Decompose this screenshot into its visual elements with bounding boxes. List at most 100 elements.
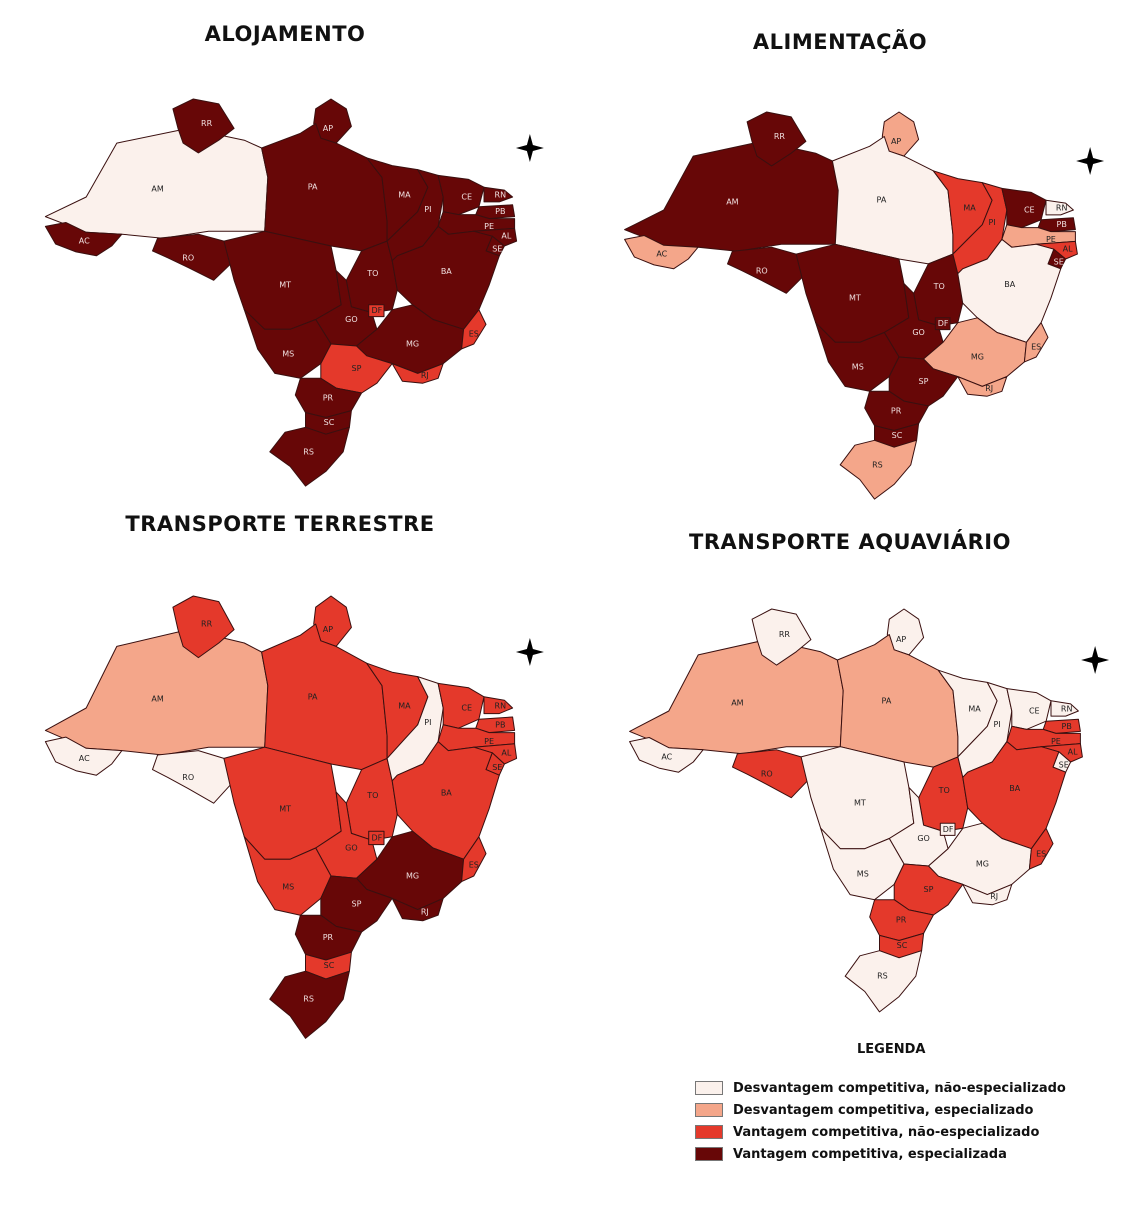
state-es bbox=[461, 309, 487, 350]
state-ac bbox=[629, 737, 704, 773]
state-pa bbox=[836, 634, 959, 768]
state-label-ap: AP bbox=[891, 137, 901, 146]
state-label-pr: PR bbox=[891, 406, 902, 415]
state-label-ba: BA bbox=[441, 267, 452, 276]
legend-label: Vantagem competitiva, especializada bbox=[733, 1146, 1007, 1162]
state-am bbox=[624, 140, 839, 252]
state-label-sp: SP bbox=[919, 377, 929, 386]
state-label-ba: BA bbox=[1009, 784, 1020, 793]
state-label-rn: RN bbox=[495, 191, 507, 200]
map-title: TRANSPORTE TERRESTRE bbox=[125, 512, 435, 536]
state-label-al: AL bbox=[501, 232, 511, 241]
state-label-df: DF bbox=[372, 306, 383, 315]
legend: LEGENDA Desvantagem competitiva, não-esp… bbox=[695, 1042, 1115, 1165]
state-label-es: ES bbox=[1036, 849, 1046, 858]
state-label-ce: CE bbox=[1024, 206, 1035, 215]
state-label-df: DF bbox=[372, 833, 383, 842]
legend-swatch bbox=[695, 1125, 723, 1139]
state-label-ac: AC bbox=[79, 754, 90, 763]
state-label-pe: PE bbox=[484, 737, 494, 746]
state-pb bbox=[1042, 718, 1081, 734]
legend-label: Desvantagem competitiva, não-especializa… bbox=[733, 1080, 1066, 1096]
state-rj bbox=[391, 897, 444, 922]
state-label-rs: RS bbox=[303, 447, 314, 456]
state-label-es: ES bbox=[1031, 343, 1041, 352]
state-label-pb: PB bbox=[1057, 220, 1067, 229]
state-label-go: GO bbox=[345, 844, 358, 853]
north-arrow-icon bbox=[515, 638, 544, 666]
state-label-pr: PR bbox=[323, 933, 334, 942]
state-label-ms: MS bbox=[857, 870, 869, 879]
state-label-ms: MS bbox=[282, 883, 294, 892]
state-label-rr: RR bbox=[779, 630, 791, 639]
state-label-am: AM bbox=[726, 198, 738, 207]
state-label-sc: SC bbox=[892, 431, 903, 440]
state-label-rr: RR bbox=[774, 132, 786, 141]
state-label-sc: SC bbox=[897, 941, 908, 950]
map-panel-transporte-aquaviario: TRANSPORTE AQUAVIÁRIO AM RR AP PA AC RO MT TO MA… bbox=[600, 528, 1120, 1013]
legend-item: Vantagem competitiva, especializada bbox=[695, 1143, 1115, 1165]
state-label-pi: PI bbox=[994, 720, 1001, 729]
legend-label: Desvantagem competitiva, especializado bbox=[733, 1102, 1034, 1118]
map-title: ALOJAMENTO bbox=[204, 22, 366, 46]
state-label-rs: RS bbox=[303, 995, 314, 1004]
state-label-to: TO bbox=[366, 269, 378, 278]
state-label-ma: MA bbox=[398, 191, 411, 200]
state-label-pr: PR bbox=[323, 393, 334, 402]
state-label-ac: AC bbox=[656, 250, 667, 259]
state-label-se: SE bbox=[1059, 761, 1069, 770]
state-label-ms: MS bbox=[282, 349, 294, 358]
state-am bbox=[629, 639, 844, 755]
state-label-ac: AC bbox=[79, 237, 90, 246]
state-label-df: DF bbox=[943, 825, 954, 834]
state-ce bbox=[437, 174, 485, 216]
state-am bbox=[44, 629, 269, 756]
legend-label: Vantagem competitiva, não-especializado bbox=[733, 1124, 1040, 1140]
state-label-rj: RJ bbox=[990, 892, 998, 901]
state-label-am: AM bbox=[151, 185, 163, 194]
state-label-mt: MT bbox=[279, 281, 291, 290]
state-ce bbox=[1006, 688, 1052, 730]
state-label-ro: RO bbox=[182, 253, 194, 262]
state-label-rs: RS bbox=[872, 460, 883, 469]
state-ce bbox=[437, 682, 485, 729]
state-rj bbox=[962, 883, 1013, 906]
state-label-mt: MT bbox=[849, 294, 861, 303]
state-label-pe: PE bbox=[1046, 235, 1056, 244]
state-label-rj: RJ bbox=[421, 371, 429, 380]
state-label-se: SE bbox=[492, 244, 502, 253]
state-label-mg: MG bbox=[406, 872, 419, 881]
state-pa bbox=[261, 123, 388, 252]
state-label-ce: CE bbox=[461, 704, 472, 713]
map-panel-alojamento: ALOJAMENTO AM RR AP PA AC RO MT TO MA PI CE RN PB PE A… bbox=[20, 20, 560, 487]
state-label-al: AL bbox=[1068, 747, 1078, 756]
state-label-pa: PA bbox=[308, 183, 318, 192]
state-label-pr: PR bbox=[896, 916, 907, 925]
state-ac bbox=[44, 222, 123, 257]
legend-swatch bbox=[695, 1081, 723, 1095]
state-pb bbox=[475, 716, 516, 734]
state-label-rn: RN bbox=[495, 701, 507, 710]
state-label-mg: MG bbox=[971, 353, 984, 362]
state-label-se: SE bbox=[1054, 257, 1064, 266]
state-rr bbox=[751, 608, 812, 666]
state-label-es: ES bbox=[469, 330, 479, 339]
state-ce bbox=[1001, 187, 1047, 229]
state-label-ba: BA bbox=[1004, 280, 1015, 289]
state-label-am: AM bbox=[151, 695, 163, 704]
state-label-pb: PB bbox=[495, 207, 505, 216]
north-arrow-icon bbox=[1076, 147, 1105, 175]
state-rs bbox=[269, 426, 350, 487]
state-label-pb: PB bbox=[1062, 722, 1072, 731]
state-label-go: GO bbox=[345, 315, 358, 324]
legend-item: Vantagem competitiva, não-especializado bbox=[695, 1121, 1115, 1143]
state-label-rj: RJ bbox=[985, 384, 993, 393]
legend-title: LEGENDA bbox=[857, 1042, 926, 1057]
legend-swatch bbox=[695, 1147, 723, 1161]
state-label-to: TO bbox=[938, 786, 950, 795]
